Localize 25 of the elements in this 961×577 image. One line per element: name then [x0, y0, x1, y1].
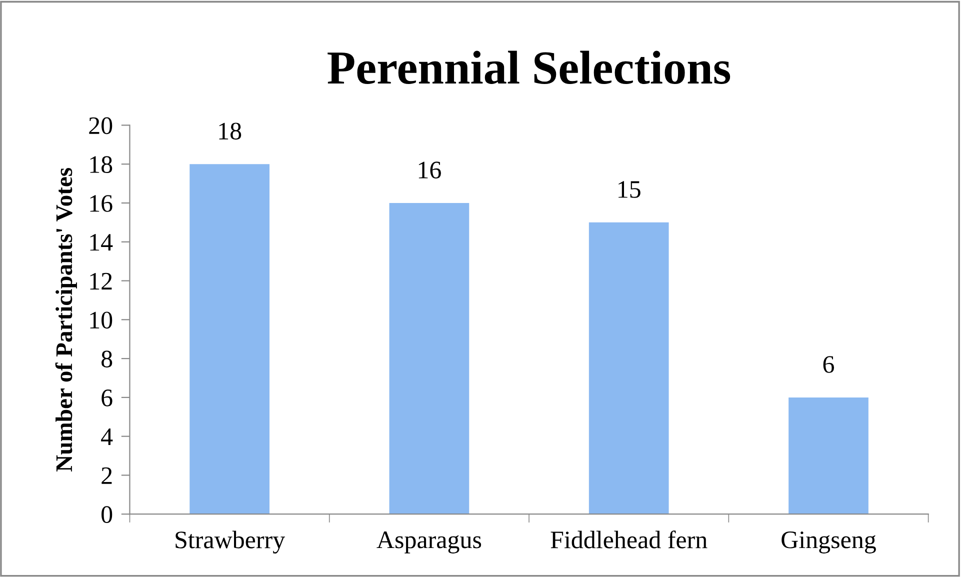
- bar: [788, 397, 868, 514]
- y-tick-label: 18: [90, 156, 112, 174]
- y-tick-label: 2: [102, 467, 112, 484]
- x-tick-label: Gingseng: [782, 531, 876, 554]
- y-axis-title: Number of Participants' Votes: [55, 168, 77, 472]
- chart-title: Perennial Selections: [328, 50, 730, 84]
- y-tick-label: 14: [90, 234, 113, 251]
- y-tick-label: 8: [102, 350, 112, 368]
- data-label: 16: [418, 162, 441, 178]
- y-tick-label: 4: [101, 428, 113, 445]
- bar: [190, 164, 270, 514]
- y-tick-label: 16: [90, 195, 112, 212]
- y-tick-label: 6: [102, 390, 112, 406]
- data-label: 15: [618, 181, 640, 198]
- x-tick-label: Strawberry: [176, 530, 285, 554]
- x-tick-label: Asparagus: [376, 532, 482, 554]
- y-tick-label: 20: [89, 117, 112, 134]
- data-label: 6: [823, 356, 834, 373]
- y-tick-label: 10: [90, 312, 112, 329]
- bar: [389, 202, 470, 514]
- y-tick-label: 12: [90, 272, 112, 290]
- y-tick-label: 0: [102, 506, 112, 524]
- x-tick-label: Fiddlehead fern: [550, 530, 708, 548]
- bar: [588, 222, 669, 514]
- data-label: 18: [219, 122, 242, 140]
